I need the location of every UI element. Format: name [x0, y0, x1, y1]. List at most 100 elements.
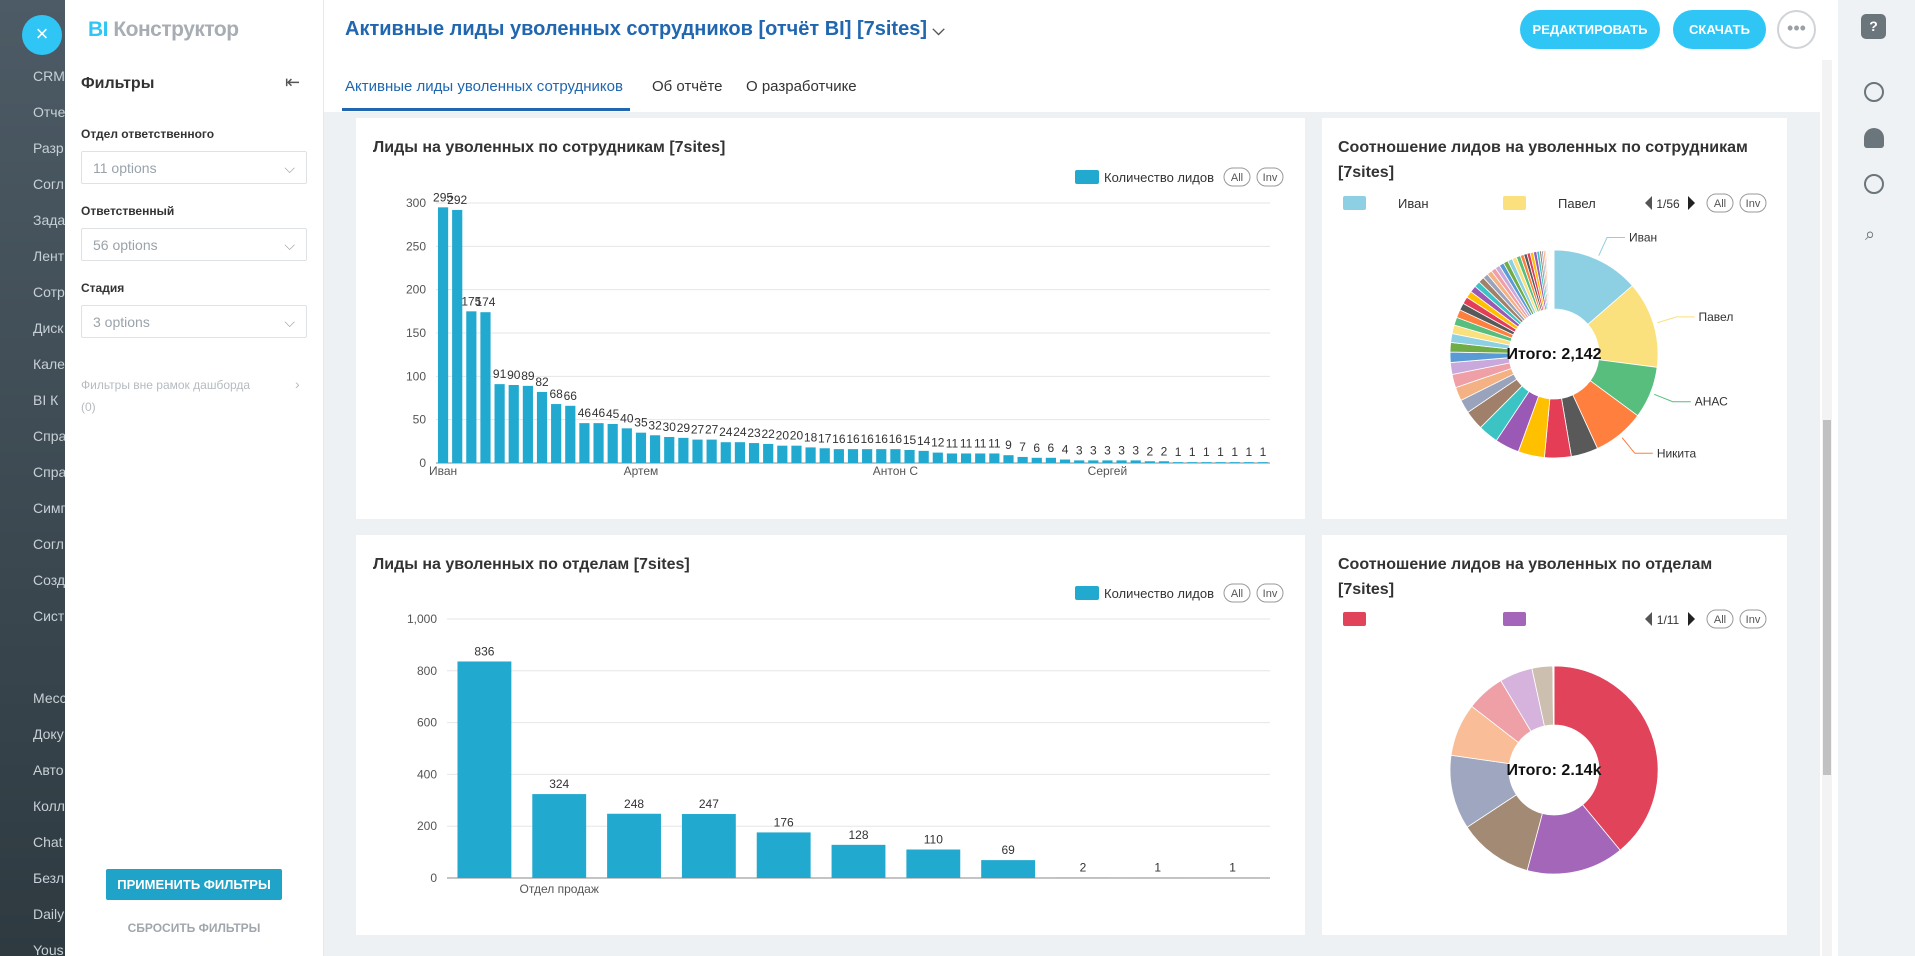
menu-item[interactable]: Лент [33, 248, 65, 264]
bar [904, 450, 915, 463]
menu-item[interactable]: Симг [33, 500, 65, 516]
bar [805, 447, 816, 463]
menu-item[interactable]: Доку [33, 726, 64, 742]
tab-active[interactable]: Активные лиды уволенных сотрудников [345, 78, 623, 95]
menu-item[interactable]: Chat [33, 834, 63, 850]
apply-button[interactable]: ПРИМЕНИТЬ ФИЛЬТРЫ [106, 869, 282, 900]
value-label: 2 [1147, 444, 1154, 458]
y-tick-label: 0 [419, 456, 426, 470]
bar [791, 445, 802, 463]
help-icon[interactable]: ? [1861, 14, 1886, 39]
menu-item[interactable]: Daily [33, 906, 65, 922]
menu-item[interactable]: Спра [33, 464, 65, 480]
scroll-thumb[interactable] [1823, 420, 1831, 775]
menu-item[interactable]: Согл [33, 536, 64, 552]
reset-button[interactable]: СБРОСИТЬ ФИЛЬТРЫ [127, 921, 261, 935]
chevron: › [295, 376, 300, 392]
y-tick-label: 150 [406, 326, 426, 340]
outside-filters[interactable]: Фильтры вне рамок дашборда [81, 378, 251, 392]
bar [1201, 462, 1212, 463]
sidebar: BI Конструктор Фильтры ⇤ Отдел ответстве… [65, 0, 324, 956]
menu-item[interactable]: Кале [33, 356, 65, 372]
search-icon[interactable]: ⌕ [1865, 224, 1876, 244]
bar [720, 442, 731, 463]
legend-button-label: All [1231, 172, 1243, 184]
icon[interactable] [1864, 82, 1884, 102]
menu-item[interactable]: Сотр [33, 284, 65, 300]
menu-item[interactable]: Разр [33, 140, 64, 156]
icon[interactable] [1864, 128, 1884, 148]
bar [437, 207, 449, 463]
bar [607, 424, 618, 463]
filter-select[interactable]: 11 options ⌵ [81, 151, 307, 184]
tab[interactable]: О разработчике [746, 78, 857, 95]
filter-select[interactable]: 3 options ⌵ [81, 305, 307, 338]
y-tick-label: 800 [417, 664, 437, 678]
legend-button[interactable] [1256, 583, 1284, 603]
menu-item[interactable]: Спра [33, 428, 65, 444]
value-label: 16 [860, 432, 874, 446]
card [356, 535, 1305, 935]
value-label: 12 [931, 436, 945, 450]
bar [1243, 462, 1254, 463]
legend-next[interactable] [1688, 612, 1695, 626]
download-button[interactable]: СКАЧАТЬ [1673, 10, 1766, 49]
legend-label: Количество лидов [1104, 586, 1214, 601]
menu-item[interactable]: Созд [33, 572, 65, 588]
menu-item[interactable]: BI К [33, 392, 59, 408]
menu-item[interactable]: Авто [33, 762, 64, 778]
filter-select[interactable]: 56 options ⌵ [81, 228, 307, 261]
legend-button[interactable] [1706, 193, 1734, 213]
y-tick-label: 600 [417, 716, 437, 730]
y-tick-label: 1,000 [407, 612, 437, 626]
slice-label: АНАС [1695, 395, 1728, 409]
menu-item[interactable]: Отче [33, 104, 65, 120]
value-label: 1 [1189, 445, 1196, 459]
icon[interactable] [1864, 174, 1884, 194]
scrollbar [1822, 60, 1832, 956]
value-label: 3 [1076, 443, 1083, 457]
x-tick-label: Сергей [1088, 464, 1128, 478]
menu-item[interactable]: Yous [33, 942, 64, 956]
value-label: 174 [475, 295, 495, 309]
legend-button[interactable] [1739, 609, 1767, 629]
more-button[interactable]: ••• [1777, 10, 1816, 49]
legend-next[interactable] [1688, 196, 1695, 210]
legend-button[interactable] [1223, 583, 1251, 603]
menu-item[interactable]: Согл [33, 176, 64, 192]
menu-item[interactable]: Колл [33, 798, 65, 814]
collapse-icon[interactable]: ⇤ [285, 72, 301, 92]
menu-item[interactable]: CRM [33, 68, 65, 84]
bar [1045, 457, 1056, 463]
legend-swatch [1343, 196, 1366, 210]
legend-swatch [1343, 612, 1366, 626]
legend-prev[interactable] [1645, 196, 1652, 210]
value-label: 24 [733, 425, 747, 439]
menu-item[interactable]: Безл [33, 870, 65, 886]
edit-button[interactable]: РЕДАКТИРОВАТЬ [1520, 10, 1660, 49]
legend-button[interactable] [1739, 193, 1767, 213]
bar [457, 661, 512, 878]
slice-label: Павел [1699, 310, 1734, 324]
value-label: 1 [1217, 445, 1224, 459]
tab-underline [342, 108, 630, 111]
menu-item[interactable]: Месс [33, 690, 65, 706]
legend-button[interactable] [1256, 167, 1284, 187]
bar [452, 209, 463, 463]
value-label: 82 [535, 375, 549, 389]
value-label: 175 [461, 294, 481, 308]
menu-item[interactable]: Сист [33, 608, 65, 624]
legend-swatch [1503, 196, 1526, 210]
menu-item[interactable]: Диск [33, 320, 64, 336]
value-label: 46 [578, 406, 592, 420]
bar [1088, 460, 1099, 463]
tab[interactable]: Об отчёте [652, 78, 723, 95]
leader-line [1654, 393, 1691, 403]
close-button[interactable]: × [22, 15, 62, 55]
menu-item[interactable]: Зада [33, 212, 65, 228]
legend-prev[interactable] [1645, 612, 1652, 626]
legend-button[interactable] [1706, 609, 1734, 629]
y-tick-label: 200 [406, 283, 426, 297]
legend-button-label: Inv [1746, 614, 1761, 626]
legend-button[interactable] [1223, 167, 1251, 187]
